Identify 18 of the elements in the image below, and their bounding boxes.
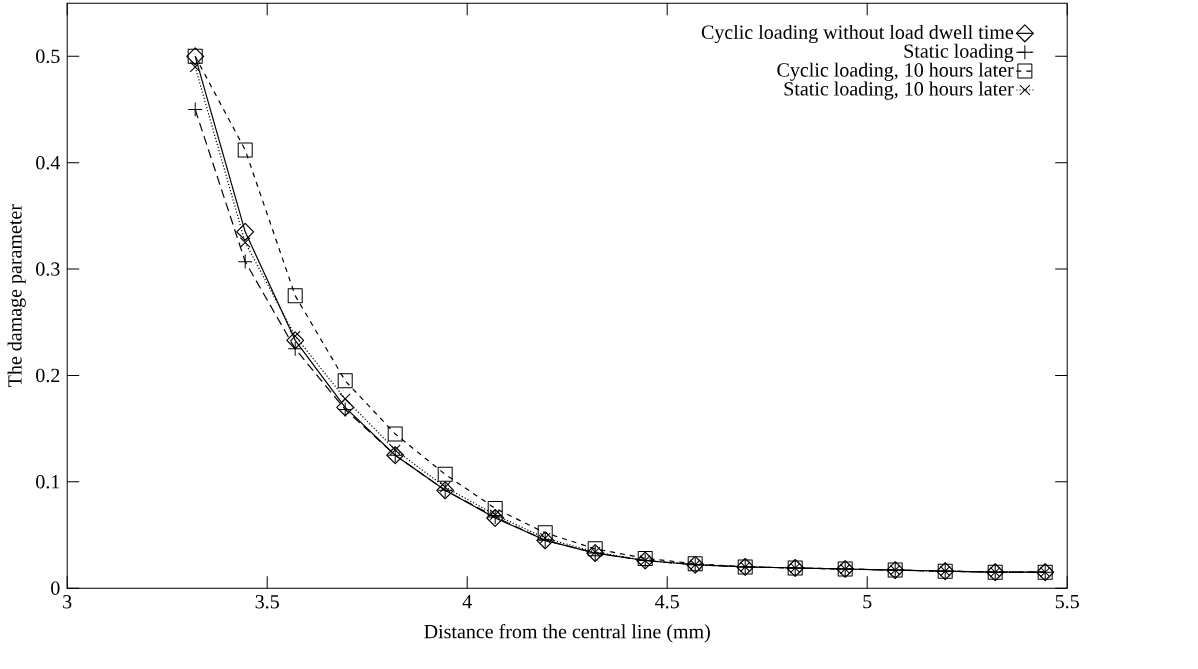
x-tick-label: 3 (63, 595, 72, 609)
x-tick-label: 3.5 (255, 595, 279, 609)
x-tick-label: 5.5 (1055, 595, 1079, 609)
x-tick-label: 4.5 (655, 595, 679, 609)
legend-label: Static loading, 10 hours later (784, 81, 1014, 100)
y-tick-label: 0.5 (36, 49, 60, 64)
y-tick-label: 0.3 (36, 262, 60, 276)
legend-label: Cyclic loading without load dwell time (701, 24, 1014, 44)
x-tick-label: 5 (863, 595, 872, 609)
y-axis-title: The damage parameter (7, 204, 26, 387)
x-tick-label: 4 (462, 595, 472, 609)
y-tick-label: 0.1 (36, 475, 60, 489)
y-tick-label: 0.4 (36, 155, 61, 170)
legend-label: Cyclic loading, 10 hours later (777, 62, 1014, 81)
x-axis-title: Distance from the central line (mm) (424, 624, 710, 643)
legend-label: Static loading (904, 43, 1014, 62)
y-tick-label: 0 (51, 581, 60, 595)
y-tick-label: 0.2 (36, 368, 60, 383)
